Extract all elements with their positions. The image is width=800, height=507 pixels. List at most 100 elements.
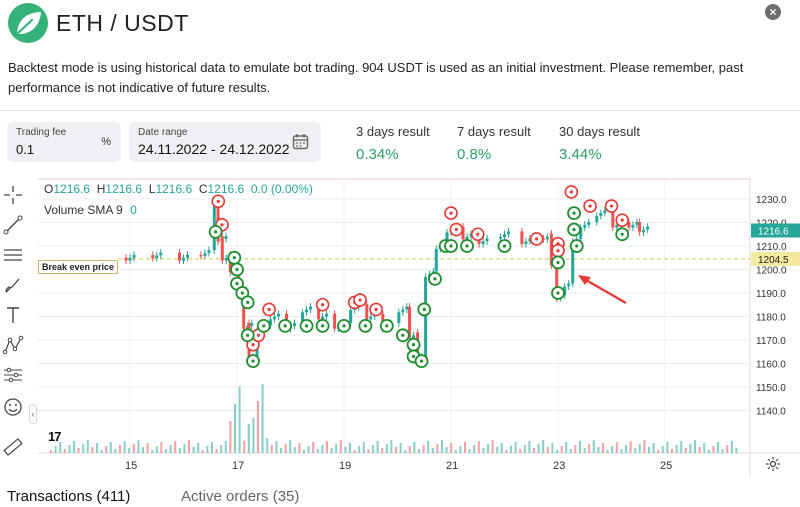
- volume-bar: [266, 438, 269, 453]
- volume-bar: [629, 441, 632, 453]
- tradingview-logo: 17: [48, 429, 62, 444]
- candle-body: [599, 213, 603, 216]
- result-7-days-label: 7 days result: [457, 124, 531, 139]
- buy-order-dot: [235, 267, 239, 272]
- volume-bar: [73, 441, 75, 453]
- volume-bar: [137, 440, 140, 453]
- calendar-icon[interactable]: [292, 133, 309, 155]
- trading-fee-value[interactable]: 0.1: [16, 142, 35, 157]
- price-tick-label: 1150.0: [756, 383, 786, 394]
- time-tick-label: 17: [232, 460, 244, 472]
- price-chart[interactable]: 1230.01220.01210.01200.01190.01180.01170…: [38, 177, 800, 477]
- buy-order-dot: [411, 343, 416, 347]
- volume-bar: [408, 446, 411, 453]
- volume-bar: [464, 442, 466, 453]
- buy-order-dot: [449, 244, 453, 248]
- candle-body: [520, 231, 524, 245]
- break-even-price-value: 1204.5: [758, 255, 789, 266]
- volume-bar: [215, 449, 218, 453]
- pattern-icon[interactable]: [2, 334, 24, 356]
- sell-order-dot: [476, 232, 480, 236]
- sell-order-dot: [620, 218, 624, 222]
- trading-fee-label: Trading fee: [16, 127, 67, 138]
- trend-line-icon[interactable]: [2, 214, 24, 236]
- pair-title: ETH / USDT: [56, 10, 189, 36]
- volume-bar: [192, 447, 195, 453]
- price-tick-label: 1160.0: [756, 360, 786, 371]
- candle-body: [276, 313, 280, 317]
- volume-bar: [358, 446, 361, 453]
- candle-body: [603, 210, 607, 214]
- crosshair-icon[interactable]: [2, 184, 24, 206]
- emoji-icon[interactable]: [2, 396, 24, 418]
- horizontal-lines-icon[interactable]: [2, 244, 24, 266]
- sell-order-dot: [569, 190, 573, 194]
- candle-body: [642, 229, 646, 233]
- volume-bar: [583, 448, 586, 453]
- candle-body: [155, 255, 159, 259]
- candle-body: [567, 283, 571, 287]
- volume-bar: [114, 449, 117, 453]
- candle-body: [507, 231, 510, 235]
- candle-body: [224, 257, 228, 261]
- tab-active-orders[interactable]: Active orders (35): [181, 488, 300, 505]
- current-price-tag: [751, 223, 800, 238]
- buy-order-dot: [433, 277, 437, 281]
- volume-bar: [307, 446, 310, 453]
- volume-bar: [344, 447, 347, 453]
- candle-body: [445, 232, 449, 244]
- close-button[interactable]: ×: [765, 4, 781, 20]
- prediction-icon[interactable]: [2, 364, 24, 386]
- candle-body: [408, 306, 412, 339]
- date-range-field[interactable]: Date range 24.11.2022 - 24.12.2022: [129, 122, 321, 162]
- candle-body: [250, 323, 254, 326]
- sell-order-dot: [267, 307, 271, 312]
- brush-icon[interactable]: [2, 274, 24, 296]
- volume-bar: [436, 444, 439, 453]
- volume-bar: [362, 442, 365, 453]
- volume-bar: [730, 441, 733, 453]
- sell-order-dot: [454, 227, 458, 232]
- volume-bar: [270, 445, 273, 453]
- volume-bar: [546, 447, 549, 453]
- candle-body: [503, 234, 506, 238]
- volume-label: Volume: [44, 203, 85, 217]
- buy-order-dot: [246, 300, 250, 304]
- price-tick-label: 1190.0: [756, 289, 786, 300]
- volume-bar: [477, 441, 480, 453]
- volume-bar: [160, 442, 163, 453]
- text-tool-icon[interactable]: [2, 304, 24, 326]
- volume-bar: [367, 449, 370, 453]
- buy-order-dot: [556, 260, 560, 265]
- result-3-days-value: 0.34%: [356, 146, 399, 163]
- ruler-icon[interactable]: [2, 436, 24, 458]
- volume-bar: [450, 443, 453, 453]
- candle-body: [124, 257, 128, 261]
- time-tick-label: 25: [660, 460, 672, 472]
- candle-body: [349, 309, 353, 324]
- date-range-value[interactable]: 24.11.2022 - 24.12.2022: [138, 141, 290, 157]
- sell-order-dot: [449, 211, 453, 215]
- sell-order-dot: [321, 303, 325, 307]
- candle-body: [461, 226, 465, 240]
- price-tick-label: 1200.0: [756, 266, 787, 277]
- candle-body: [159, 252, 163, 256]
- volume-bar: [243, 441, 246, 453]
- tab-transactions[interactable]: Transactions (411): [7, 488, 131, 505]
- candle-body: [571, 241, 575, 281]
- candle-body: [203, 253, 207, 256]
- toolbar-collapse-button[interactable]: ‹: [29, 404, 37, 424]
- volume-bar: [551, 443, 554, 453]
- buy-order-dot: [411, 354, 416, 359]
- candle-body: [397, 312, 401, 324]
- gear-icon[interactable]: [765, 456, 781, 472]
- annotation-arrow-head: [578, 275, 591, 285]
- trading-fee-field[interactable]: Trading fee 0.1 %: [7, 122, 121, 162]
- sell-order-dot: [535, 237, 539, 241]
- volume-bar: [252, 418, 255, 453]
- candle-body: [128, 257, 132, 261]
- volume-bar: [119, 445, 121, 453]
- volume-bar: [606, 450, 609, 453]
- volume-bar: [151, 450, 154, 453]
- volume-bar: [123, 441, 126, 453]
